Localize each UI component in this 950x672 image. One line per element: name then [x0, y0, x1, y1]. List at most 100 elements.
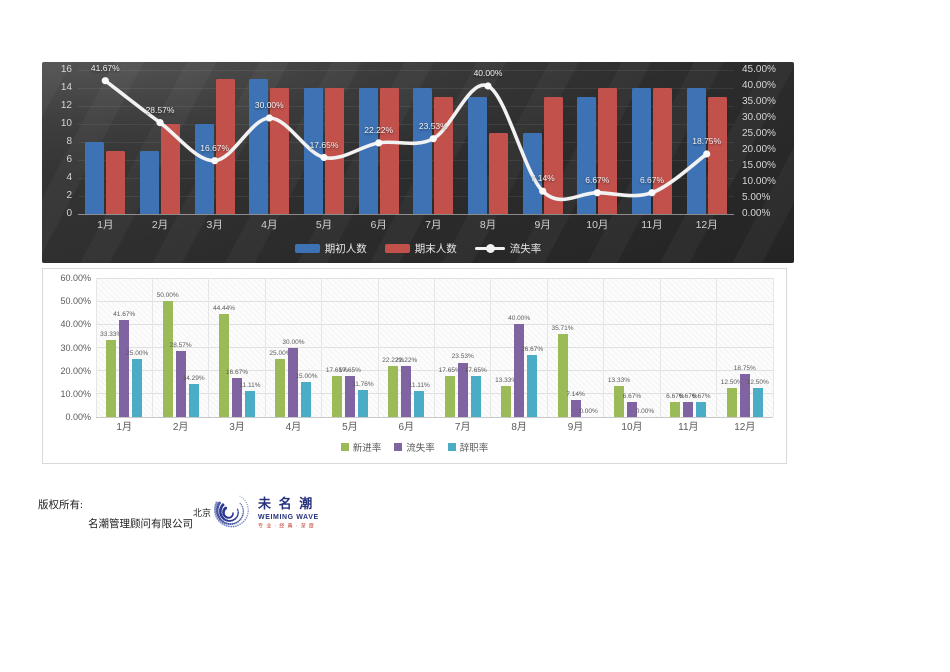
bar-data-label: 11.11% [408, 382, 430, 390]
line-data-label: 23.53% [418, 120, 448, 131]
line-data-label: 16.67% [200, 142, 230, 153]
bar-data-label: 50.00% [156, 292, 179, 300]
bar-data-label: 6.67% [622, 392, 642, 400]
line-data-label: 30.00% [254, 100, 284, 110]
bar-辞职率-2月 [188, 383, 199, 417]
line-marker [156, 119, 164, 127]
bar-data-label: 40.00% [508, 315, 531, 323]
line-marker [375, 139, 383, 147]
x-axis-label: 3月 [229, 422, 245, 433]
bar-data-label: 35.71% [551, 325, 574, 333]
gridline [78, 159, 734, 161]
bar-data-label: 12.50% [720, 379, 743, 387]
x-axis-label: 7月 [425, 219, 442, 231]
gridline-vertical [603, 278, 605, 417]
gridline-vertical [208, 278, 210, 417]
logo-text-block: 未 名 潮 WEIMING WAVE 专 业 · 经 典 · 深 度 [258, 497, 325, 531]
bar-期末人数-6月 [379, 88, 399, 214]
right-axis-tick: 10.00% [742, 176, 776, 187]
bar-流失率-8月 [514, 324, 525, 417]
x-axis-label: 10月 [586, 219, 609, 231]
bar-期末人数-3月 [215, 79, 235, 214]
bar-期初人数-1月 [85, 142, 105, 214]
bar-新进率-10月 [613, 386, 624, 417]
bar-data-label: 23.53% [451, 353, 474, 361]
bar-data-label: 13.33% [607, 377, 630, 385]
legend-item: 流失率 [394, 440, 435, 454]
bar-新进率-8月 [501, 386, 512, 417]
gridline [78, 213, 734, 215]
x-axis-label: 6月 [398, 422, 415, 433]
line-marker [211, 157, 219, 165]
bar-新进率-1月 [106, 339, 117, 417]
bar-期末人数-7月 [434, 97, 454, 214]
gridline-vertical [434, 278, 435, 417]
bar-data-label: 17.65% [325, 367, 348, 375]
bar-新进率-7月 [444, 376, 455, 417]
legend-label: 流失率 [509, 243, 542, 255]
legend-swatch [394, 443, 403, 451]
company-name: 名潮管理顾问有限公司 [88, 519, 193, 530]
legend-item: 新进率 [340, 440, 381, 454]
gridline [78, 105, 734, 107]
gridline [78, 123, 734, 125]
x-axis-label: 5月 [315, 219, 333, 231]
bar-data-label: 6.67% [692, 392, 711, 400]
rates-chart[interactable]: 33.33% 50.00% 44.44% 25.00% 17.65% 22.22% 17.6… [42, 268, 787, 464]
line-data-label: 7.14% [530, 173, 555, 184]
line-marker [648, 189, 656, 197]
gridline [78, 177, 734, 179]
x-axis-label: 1月 [97, 219, 114, 231]
bar-data-label: 44.44% [213, 305, 236, 313]
x-axis-label: 2月 [151, 219, 169, 231]
bar-新进率-2月 [162, 301, 173, 417]
y-axis-tick: 10.00% [60, 388, 91, 399]
legend-label: 期初人数 [324, 243, 367, 255]
bar-辞职率-12月 [752, 388, 763, 417]
bar-期初人数-8月 [468, 97, 487, 214]
y-axis-tick: 60.00% [60, 273, 91, 283]
bar-辞职率-8月 [527, 355, 538, 417]
gridline-vertical [772, 278, 774, 417]
x-axis-label: 8月 [479, 219, 497, 231]
line-marker [703, 150, 711, 158]
legend-line-marker [474, 244, 505, 253]
x-axis-label: 8月 [511, 422, 527, 433]
right-axis-tick: 40.00% [742, 80, 776, 91]
y-axis-tick: 40.00% [60, 319, 91, 330]
legend-label: 辞职率 [459, 443, 489, 454]
bar-辞职率-6月 [414, 391, 425, 417]
gridline-vertical [151, 278, 153, 417]
legend-item: 辞职率 [447, 440, 489, 454]
right-axis-tick: 0.00% [742, 208, 771, 219]
bar-流失率-1月 [119, 320, 130, 417]
bar-期初人数-2月 [140, 151, 159, 214]
bar-流失率-9月 [570, 400, 581, 417]
bar-期末人数-1月 [106, 151, 126, 214]
x-axis-label: 7月 [454, 422, 471, 433]
bar-期初人数-6月 [358, 88, 378, 214]
bar-流失率-2月 [175, 350, 186, 417]
bar-期末人数-12月 [707, 97, 727, 214]
bar-期末人数-2月 [161, 124, 180, 214]
left-axis-tick: 12 [60, 100, 72, 111]
bar-data-label: 22.22% [395, 356, 418, 364]
bar-辞职率-4月 [301, 382, 312, 417]
bar-流失率-4月 [288, 347, 299, 417]
y-axis-tick: 30.00% [60, 342, 91, 353]
line-data-label: 6.67% [585, 174, 610, 185]
line-data-label: 28.57% [145, 104, 175, 115]
x-axis-label: 4月 [285, 422, 302, 433]
bar-新进率-11月 [670, 401, 681, 417]
bar-辞职率-1月 [132, 359, 143, 417]
bar-data-label: 6.67% [666, 392, 685, 400]
line-marker [265, 114, 273, 122]
headcount-turnover-chart[interactable]: 41.67% 28.57% 16.67% 30.00% 17.65% 22.22% 23.5… [42, 62, 794, 263]
gridline-vertical [377, 278, 379, 417]
bar-data-label: 17.65% [438, 367, 461, 375]
bar-辞职率-11月 [696, 401, 707, 417]
left-axis-tick: 14 [60, 82, 72, 93]
gridline-vertical [490, 278, 492, 417]
bar-data-label: 0.00% [635, 408, 655, 415]
